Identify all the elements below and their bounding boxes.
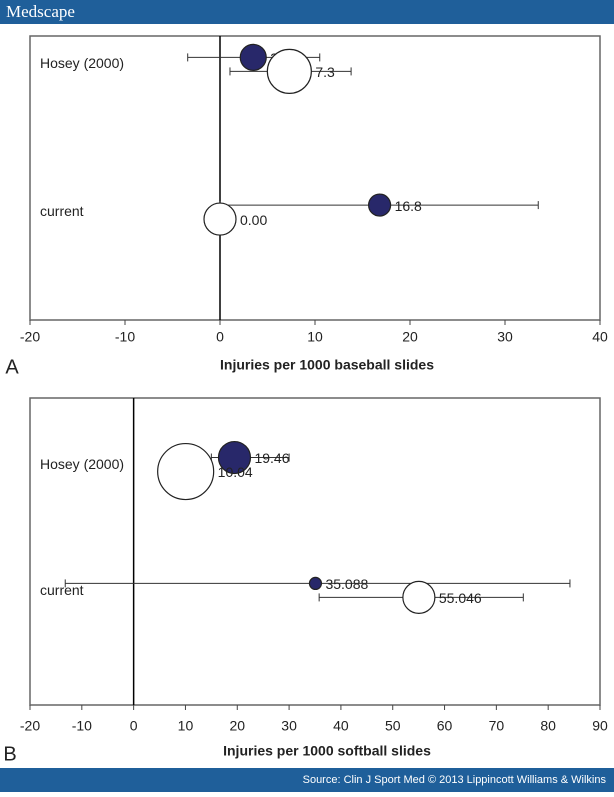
panel-letter: B bbox=[3, 743, 16, 765]
x-tick-label: 90 bbox=[592, 718, 608, 734]
data-label: 35.088 bbox=[325, 576, 368, 592]
x-tick-label: 0 bbox=[216, 329, 224, 345]
x-tick-label: -20 bbox=[20, 329, 40, 345]
x-tick-label: 10 bbox=[307, 329, 323, 345]
data-label: 19.46 bbox=[254, 450, 289, 466]
x-tick-label: 30 bbox=[497, 329, 513, 345]
data-label: 0.00 bbox=[240, 212, 267, 228]
data-label: 10.04 bbox=[218, 464, 253, 480]
x-axis-title: Injuries per 1000 softball slides bbox=[223, 743, 431, 759]
x-tick-label: 60 bbox=[437, 718, 453, 734]
x-tick-label: 70 bbox=[489, 718, 505, 734]
panel-letter: A bbox=[5, 356, 19, 378]
x-tick-label: 20 bbox=[402, 329, 418, 345]
x-tick-label: 50 bbox=[385, 718, 401, 734]
x-tick-label: -10 bbox=[72, 718, 92, 734]
x-tick-label: -10 bbox=[115, 329, 135, 345]
row-label: Hosey (2000) bbox=[40, 456, 124, 472]
row-label: Hosey (2000) bbox=[40, 55, 124, 71]
x-tick-label: 30 bbox=[281, 718, 297, 734]
data-label: 7.3 bbox=[315, 64, 335, 80]
brand: Medscape bbox=[6, 2, 75, 21]
footer-bar bbox=[0, 768, 614, 792]
x-tick-label: 10 bbox=[178, 718, 194, 734]
header-bar bbox=[0, 0, 614, 24]
bubble bbox=[368, 193, 392, 217]
source: Source: Clin J Sport Med © 2013 Lippinco… bbox=[303, 774, 607, 786]
bubble bbox=[217, 440, 252, 475]
bubble bbox=[239, 43, 267, 72]
row-label: current bbox=[40, 203, 84, 219]
data-label: 55.046 bbox=[439, 590, 482, 606]
bubble bbox=[266, 48, 312, 95]
x-tick-label: 20 bbox=[229, 718, 245, 734]
bubble bbox=[402, 580, 436, 615]
x-tick-label: -20 bbox=[20, 718, 40, 734]
plot-frame bbox=[29, 397, 601, 706]
bubble bbox=[203, 202, 237, 236]
bubble bbox=[308, 576, 323, 591]
x-tick-label: 40 bbox=[592, 329, 608, 345]
x-tick-label: 40 bbox=[333, 718, 349, 734]
x-tick-label: 0 bbox=[130, 718, 138, 734]
x-axis-title: Injuries per 1000 baseball slides bbox=[220, 357, 434, 373]
data-label: 16.8 bbox=[395, 198, 422, 214]
x-tick-label: 80 bbox=[540, 718, 556, 734]
bubble bbox=[157, 442, 215, 501]
row-label: current bbox=[40, 582, 84, 598]
